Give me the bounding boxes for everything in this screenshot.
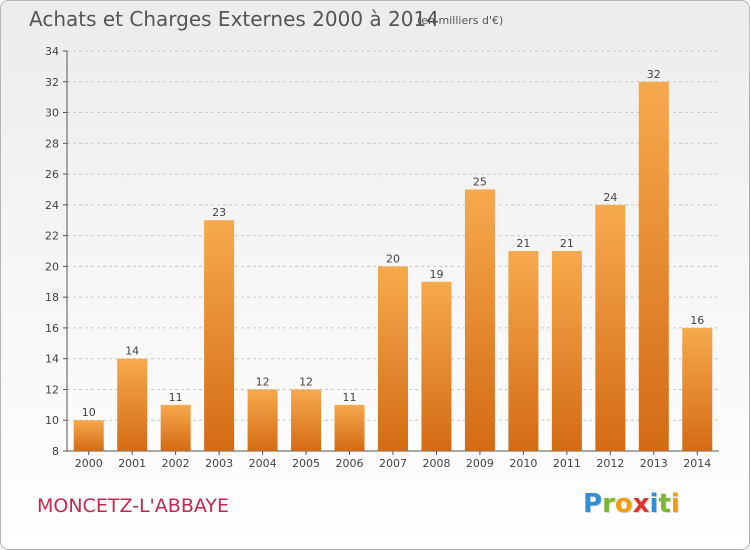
bar: [595, 204, 626, 451]
y-tick-label: 14: [45, 353, 59, 366]
y-tick-label: 12: [45, 383, 59, 396]
x-tick-label: 2011: [553, 457, 581, 470]
x-tick-label: 2000: [75, 457, 103, 470]
x-tick-label: 2009: [466, 457, 494, 470]
chart-title: Achats et Charges Externes 2000 à 2014: [29, 7, 439, 31]
logo-letter: x: [632, 489, 650, 519]
y-tick-label: 28: [45, 137, 59, 150]
bar: [421, 281, 452, 451]
y-tick-label: 16: [45, 322, 59, 335]
logo-letter: i: [649, 489, 659, 519]
data-label: 23: [212, 206, 226, 219]
bar: [464, 189, 495, 451]
bar: [160, 404, 191, 451]
bar: [638, 81, 669, 452]
data-label: 16: [690, 314, 704, 327]
bar: [204, 220, 235, 451]
logo-letter: o: [614, 489, 633, 519]
y-tick-label: 10: [45, 414, 59, 427]
y-tick-label: 20: [45, 260, 59, 273]
logo-letter: t: [658, 489, 671, 519]
data-label: 24: [603, 191, 617, 204]
data-label: 25: [473, 175, 487, 188]
bar: [247, 389, 278, 451]
x-tick-label: 2013: [640, 457, 668, 470]
bar: [73, 420, 104, 451]
y-tick-label: 22: [45, 230, 59, 243]
bar: [682, 327, 713, 451]
y-tick-label: 34: [45, 45, 59, 58]
bar: [378, 266, 408, 451]
bar: [291, 389, 322, 451]
chart-unit-note: (en milliers d'€): [417, 14, 504, 27]
data-label: 21: [516, 237, 530, 250]
bar: [334, 404, 365, 451]
x-tick-label: 2014: [683, 457, 711, 470]
y-tick-label: 18: [45, 291, 59, 304]
y-tick-label: 32: [45, 76, 59, 89]
data-label: 11: [169, 391, 183, 404]
town-name: MONCETZ-L'ABBAYE: [37, 495, 229, 517]
data-label: 20: [386, 252, 400, 265]
bar: [508, 251, 539, 451]
bar: [117, 358, 148, 451]
x-tick-label: 2004: [249, 457, 277, 470]
logo-letter: i: [670, 489, 680, 519]
logo-letter: r: [602, 489, 615, 519]
x-tick-label: 2002: [162, 457, 190, 470]
y-tick-label: 24: [45, 199, 59, 212]
data-label: 12: [256, 375, 270, 388]
data-label: 21: [560, 237, 574, 250]
logo-letter: P: [583, 489, 603, 519]
data-label: 14: [125, 345, 139, 358]
y-tick-label: 8: [52, 445, 59, 458]
proxiti-logo: Proxiti: [583, 489, 680, 519]
y-tick-label: 26: [45, 168, 59, 181]
data-label: 12: [299, 375, 313, 388]
x-tick-label: 2010: [509, 457, 537, 470]
x-tick-label: 2005: [292, 457, 320, 470]
data-label: 19: [429, 268, 443, 281]
x-tick-label: 2001: [118, 457, 146, 470]
x-tick-label: 2003: [205, 457, 233, 470]
data-label: 10: [82, 406, 96, 419]
x-tick-label: 2008: [422, 457, 450, 470]
data-label: 32: [647, 68, 661, 81]
x-tick-label: 2007: [379, 457, 407, 470]
y-tick-label: 30: [45, 107, 59, 120]
bar: [551, 251, 582, 451]
data-label: 11: [343, 391, 357, 404]
x-tick-label: 2006: [336, 457, 364, 470]
x-tick-label: 2012: [596, 457, 624, 470]
